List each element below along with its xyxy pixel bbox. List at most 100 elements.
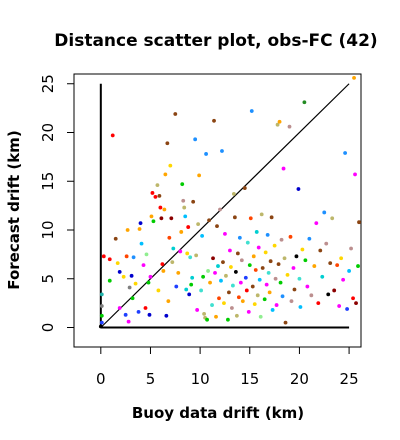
- data-point: [221, 260, 225, 265]
- data-point: [341, 277, 346, 282]
- data-point: [245, 240, 250, 245]
- data-point: [188, 255, 193, 260]
- data-point: [110, 133, 115, 138]
- y-axis-title: Forecast drift (km): [5, 130, 23, 289]
- data-point: [318, 248, 323, 253]
- data-point: [180, 182, 185, 187]
- data-point: [210, 303, 214, 307]
- data-point: [219, 278, 223, 283]
- x-tick-label: 10: [191, 370, 210, 388]
- data-point: [147, 312, 152, 317]
- data-point: [309, 293, 314, 298]
- data-point: [252, 302, 257, 306]
- data-point: [326, 292, 331, 297]
- data-point: [282, 256, 287, 261]
- data-point: [127, 285, 132, 290]
- data-point: [194, 253, 199, 258]
- reference-line-diagonal: [100, 83, 350, 328]
- x-tick-label: 20: [290, 370, 309, 388]
- data-point: [143, 306, 148, 310]
- data-point: [227, 290, 231, 295]
- data-point: [107, 257, 112, 262]
- data-point: [168, 163, 173, 168]
- data-point: [169, 216, 174, 221]
- data-point: [107, 278, 112, 283]
- data-point: [156, 288, 161, 293]
- data-point: [298, 305, 303, 309]
- data-point: [211, 256, 215, 261]
- data-point: [170, 260, 175, 265]
- data-point: [183, 214, 188, 219]
- x-axis-title: Buoy data drift (km): [132, 404, 304, 422]
- data-point: [231, 192, 236, 196]
- data-point: [332, 288, 337, 293]
- x-tick-label: 5: [146, 370, 156, 388]
- data-point: [189, 282, 194, 287]
- data-point: [234, 313, 239, 318]
- data-point: [117, 306, 122, 310]
- data-point: [287, 124, 292, 129]
- data-point: [303, 258, 308, 263]
- data-point: [305, 284, 310, 289]
- data-point: [126, 319, 131, 324]
- data-point: [163, 172, 168, 177]
- data-point: [184, 287, 189, 292]
- data-point: [165, 141, 170, 146]
- data-point: [226, 317, 230, 322]
- data-point: [155, 183, 160, 188]
- data-point: [268, 259, 273, 264]
- data-point: [159, 216, 164, 221]
- data-point: [251, 254, 256, 259]
- data-point: [197, 173, 202, 178]
- data-point: [179, 230, 184, 234]
- y-tick-label: 5: [39, 274, 57, 284]
- data-point: [176, 271, 181, 275]
- data-point: [354, 301, 358, 306]
- data-point: [289, 299, 294, 304]
- data-point: [99, 313, 104, 318]
- data-point: [158, 205, 163, 210]
- data-point: [224, 273, 228, 278]
- data-point: [337, 304, 342, 308]
- data-point: [269, 215, 274, 220]
- data-point: [324, 241, 329, 246]
- data-point: [206, 269, 210, 273]
- data-point: [316, 301, 321, 306]
- data-point: [202, 311, 206, 316]
- data-point: [230, 283, 235, 288]
- data-point: [349, 246, 353, 251]
- data-point: [270, 308, 275, 312]
- data-point: [343, 151, 348, 155]
- data-point: [272, 243, 277, 248]
- x-tick-label: 25: [340, 370, 359, 388]
- chart-title: Distance scatter plot, obs-FC (42): [54, 31, 377, 51]
- data-point: [242, 186, 247, 190]
- y-tick-label: 25: [39, 74, 57, 93]
- data-point: [279, 237, 284, 242]
- data-point: [249, 109, 254, 113]
- x-tick-label: 15: [240, 370, 259, 388]
- data-point: [264, 282, 269, 287]
- data-point: [150, 191, 155, 195]
- data-point: [201, 274, 206, 279]
- data-point: [277, 119, 282, 124]
- data-point: [166, 299, 171, 304]
- data-point: [294, 254, 299, 259]
- data-point: [212, 118, 216, 123]
- data-point: [138, 221, 143, 226]
- data-point: [244, 288, 249, 293]
- data-point: [228, 248, 232, 253]
- data-point: [141, 263, 146, 267]
- data-point: [281, 166, 286, 171]
- data-point: [115, 261, 120, 266]
- data-point: [144, 252, 149, 257]
- data-point: [149, 214, 154, 219]
- data-point: [99, 320, 104, 325]
- data-point: [195, 308, 200, 312]
- data-point: [164, 313, 169, 318]
- data-point: [171, 246, 176, 251]
- data-point: [174, 284, 179, 289]
- data-point: [214, 314, 218, 319]
- data-point: [236, 295, 241, 300]
